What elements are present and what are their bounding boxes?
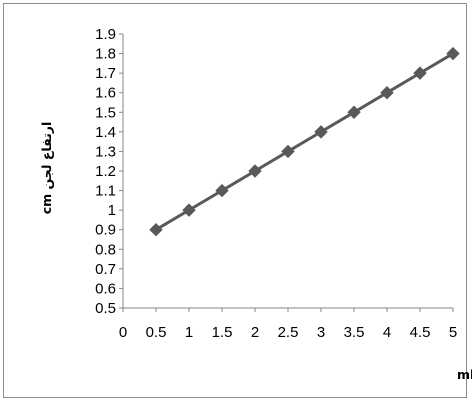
y-ticks — [119, 33, 123, 309]
series-line — [155, 52, 454, 232]
x-tick-label: 1.5 — [212, 324, 233, 341]
y-tick-label: 1.8 — [95, 46, 116, 63]
series-group — [149, 46, 460, 237]
x-tick-label: 0.5 — [146, 324, 167, 341]
y-tick-label: 1.7 — [95, 65, 116, 82]
y-tick-label: 0.5 — [95, 300, 116, 317]
data-point-marker — [215, 183, 229, 198]
y-tick-label: 0.7 — [95, 261, 116, 278]
data-point-marker — [281, 144, 295, 159]
y-tick-label: 1.2 — [95, 163, 116, 180]
data-point-marker — [149, 223, 163, 237]
y-tick-label: 1.3 — [95, 143, 116, 160]
data-point-marker — [248, 164, 262, 178]
x-tick-label: 3 — [317, 324, 325, 341]
y-tick-label: 0.6 — [95, 280, 116, 297]
x-tick-label: 4.5 — [410, 324, 431, 341]
x-tick-label: 2 — [251, 324, 259, 341]
y-tick-label: 1.1 — [95, 183, 116, 200]
x-tick-label: 5 — [449, 324, 457, 341]
y-axis-title: ارتفاع لجن cm — [39, 122, 54, 215]
y-tick-label: 1.6 — [95, 85, 116, 102]
y-tick-label: 0.9 — [95, 222, 116, 239]
y-tick-label: 0.8 — [95, 241, 116, 258]
x-axis-title: میزان ماده منعقد کننده PASIC مصرفی ml /L — [457, 367, 472, 382]
x-tick-label: 2.5 — [278, 324, 299, 341]
x-tick-labels: 0 0.5 1 1.5 2 2.5 3 3.5 4 4.5 5 — [119, 324, 457, 341]
x-ticks — [122, 308, 454, 312]
y-tick-label: 1.5 — [95, 104, 116, 121]
data-point-marker — [347, 105, 361, 119]
data-point-marker — [446, 46, 460, 61]
data-point-marker — [413, 66, 427, 80]
x-tick-label: 4 — [383, 324, 391, 341]
x-tick-label: 1 — [185, 324, 193, 341]
data-point-marker — [314, 125, 328, 139]
x-tick-label: 3.5 — [344, 324, 365, 341]
y-tick-label: 1.9 — [95, 26, 116, 43]
chart-frame — [3, 3, 467, 398]
y-tick-label: 1.4 — [95, 124, 116, 141]
x-tick-label: 0 — [119, 324, 127, 341]
axes — [122, 34, 453, 309]
y-tick-label: 1 — [108, 202, 116, 219]
data-point-marker — [380, 86, 394, 100]
y-tick-labels: 0.5 0.6 0.7 0.8 0.9 1 1.1 1.2 1.3 1.4 1.5 1.6 1.7 1.8… — [95, 26, 116, 317]
data-point-marker — [182, 203, 196, 217]
